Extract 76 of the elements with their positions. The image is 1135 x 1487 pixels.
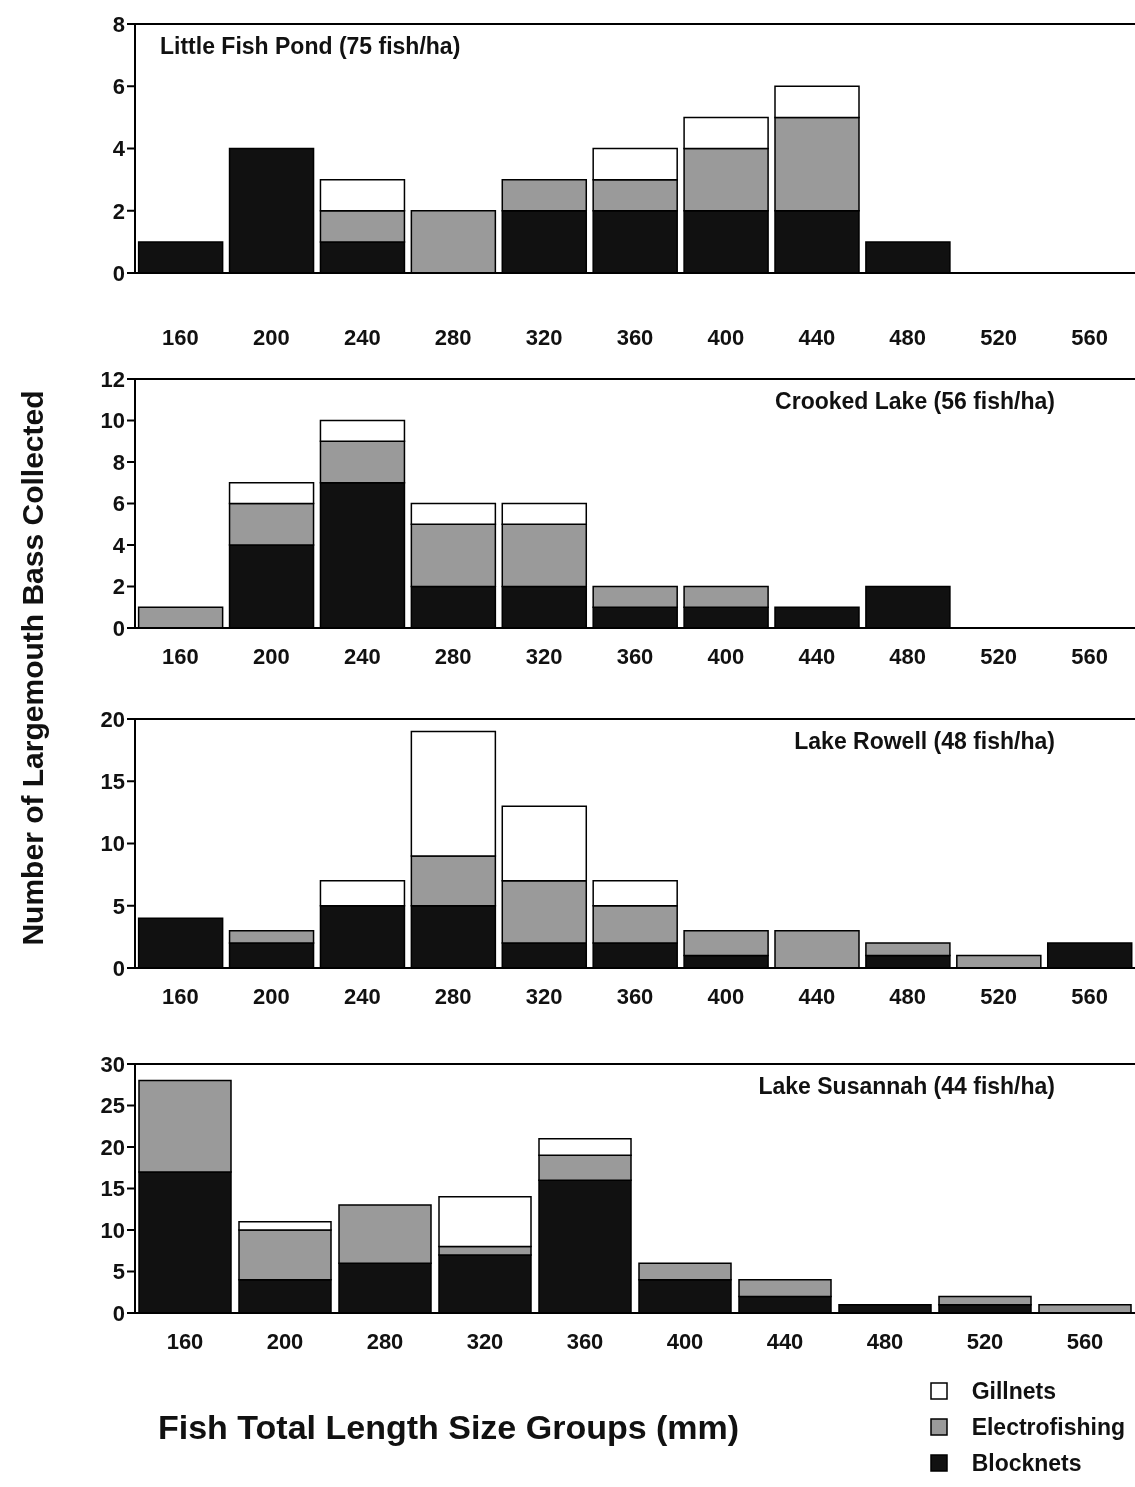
x-tick-label: 360 (616, 983, 654, 1009)
x-tick-label: 200 (253, 643, 290, 669)
x-tick-label: 400 (666, 1328, 704, 1354)
x-tick-label: 200 (253, 983, 290, 1009)
y-tick-label: 6 (112, 491, 125, 517)
x-tick-label: 280 (434, 643, 472, 669)
x-tick-label: 240 (343, 324, 381, 350)
x-tick-label: 160 (162, 324, 199, 350)
y-tick-label: 8 (112, 11, 125, 37)
x-tick-label: 280 (434, 983, 472, 1009)
x-tick-label: 520 (980, 324, 1017, 350)
y-tick-label: 20 (100, 1134, 125, 1160)
y-tick-label: 10 (100, 831, 125, 857)
x-tick-label: 560 (1071, 983, 1108, 1009)
y-tick-label: 5 (112, 893, 125, 919)
y-tick-label: 0 (112, 955, 125, 981)
y-tick-label: 5 (112, 1259, 125, 1285)
y-tick-label: 10 (100, 1217, 125, 1243)
x-tick-label: 320 (525, 324, 563, 350)
x-tick-label: 520 (980, 643, 1017, 669)
y-tick-label: 15 (100, 1176, 125, 1202)
x-tick-label: 280 (366, 1328, 404, 1354)
y-tick-label: 20 (100, 706, 125, 732)
x-tick-label: 400 (707, 643, 745, 669)
x-tick-label: 440 (798, 983, 836, 1009)
x-tick-label: 440 (798, 643, 836, 669)
x-tick-label: 400 (707, 324, 745, 350)
x-tick-label: 520 (980, 983, 1017, 1009)
x-tick-label: 480 (889, 324, 927, 350)
y-tick-label: 0 (112, 1300, 125, 1326)
x-tick-label: 240 (343, 983, 381, 1009)
x-tick-label: 160 (162, 643, 199, 669)
x-tick-label: 160 (166, 1328, 204, 1354)
chart-title: Lake Rowell (48 fish/ha) (794, 728, 1055, 755)
x-tick-label: 360 (566, 1328, 604, 1354)
chart-title: Crooked Lake (56 fish/ha) (775, 388, 1055, 415)
x-tick-label: 160 (162, 983, 199, 1009)
chart-title: Lake Susannah (44 fish/ha) (758, 1073, 1055, 1100)
x-tick-label: 480 (889, 983, 927, 1009)
x-tick-label: 520 (966, 1328, 1004, 1354)
x-tick-label: 320 (525, 643, 563, 669)
x-tick-label: 280 (434, 324, 472, 350)
x-tick-label: 400 (707, 983, 745, 1009)
x-tick-label: 240 (343, 643, 381, 669)
y-axis-title: Number of Largemouth Bass Collected (16, 390, 50, 946)
x-tick-label: 440 (766, 1328, 804, 1354)
y-tick-label: 30 (100, 1051, 125, 1077)
y-tick-label: 8 (112, 449, 125, 475)
x-axis-title: Fish Total Length Size Groups (mm) (158, 1408, 740, 1447)
legend-label: Gillnets (971, 1377, 1056, 1405)
y-tick-label: 4 (112, 136, 126, 162)
y-tick-label: 6 (112, 74, 125, 100)
y-tick-label: 2 (112, 198, 125, 224)
y-tick-label: 25 (100, 1093, 125, 1119)
x-tick-label: 200 (266, 1328, 304, 1354)
x-tick-label: 560 (1071, 324, 1108, 350)
x-tick-label: 360 (616, 643, 654, 669)
legend-label: Blocknets (971, 1449, 1082, 1477)
x-tick-label: 440 (798, 324, 836, 350)
y-tick-label: 2 (112, 574, 125, 600)
y-tick-label: 4 (112, 532, 126, 558)
x-tick-label: 200 (253, 324, 290, 350)
x-tick-label: 360 (616, 324, 654, 350)
y-tick-label: 12 (100, 366, 125, 392)
x-tick-label: 320 (525, 983, 563, 1009)
x-tick-label: 560 (1066, 1328, 1104, 1354)
x-tick-label: 480 (866, 1328, 904, 1354)
x-tick-label: 480 (889, 643, 927, 669)
legend-label: Electrofishing (971, 1413, 1125, 1441)
y-tick-label: 0 (112, 260, 125, 286)
y-tick-label: 0 (112, 615, 125, 641)
y-tick-label: 15 (100, 769, 125, 795)
x-tick-label: 560 (1071, 643, 1108, 669)
x-tick-label: 320 (466, 1328, 504, 1354)
y-tick-label: 10 (100, 408, 125, 434)
chart-title: Little Fish Pond (75 fish/ha) (160, 33, 461, 60)
